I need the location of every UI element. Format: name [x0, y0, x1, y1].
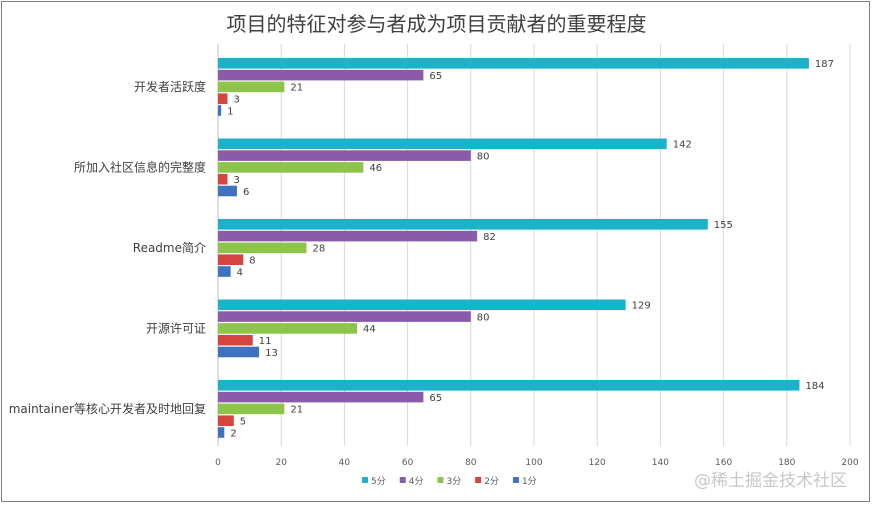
bar [218, 69, 424, 81]
bar [218, 162, 364, 173]
data-label: 44 [363, 324, 376, 335]
data-label: 187 [815, 59, 834, 70]
bar [218, 427, 225, 438]
category-label: 开源许可证 [146, 322, 206, 336]
x-tick-label: 120 [589, 458, 606, 468]
data-label: 155 [714, 220, 733, 231]
bar [218, 415, 234, 426]
bar [218, 391, 424, 403]
data-label: 8 [249, 256, 255, 267]
x-tick-label: 80 [465, 458, 477, 468]
data-label: 21 [290, 83, 303, 94]
x-tick-label: 160 [715, 458, 732, 468]
data-label: 11 [259, 336, 272, 347]
bar [218, 266, 231, 277]
data-label: 21 [290, 405, 303, 416]
data-label: 80 [477, 151, 490, 162]
category-label: Readme简介 [133, 241, 206, 255]
watermark-text: @稀土掘金技术社区 [694, 471, 847, 491]
data-label: 5 [240, 417, 246, 428]
x-tick-label: 100 [525, 458, 542, 468]
bar [218, 173, 228, 185]
data-label: 184 [805, 381, 824, 392]
bar [218, 311, 471, 322]
legend-label: 5分 [371, 476, 386, 487]
data-label: 1 [227, 106, 233, 117]
category-label: 所加入社区信息的完整度 [74, 160, 206, 175]
x-tick-label: 40 [339, 458, 351, 468]
bar [218, 242, 307, 254]
data-label: 3 [233, 95, 239, 106]
category-label: maintainer等核心开发者及时地回复 [9, 401, 206, 416]
x-tick-label: 60 [402, 458, 414, 468]
data-label: 3 [233, 175, 239, 186]
chart-title: 项目的特征对参与者成为项目贡献者的重要程度 [226, 12, 647, 36]
x-tick-label: 140 [652, 458, 669, 468]
x-tick-label: 180 [778, 458, 795, 468]
legend-swatch [512, 477, 519, 483]
data-label: 6 [243, 187, 249, 198]
data-label: 2 [230, 428, 236, 439]
bar [218, 105, 222, 116]
legend-label: 1分 [522, 476, 537, 487]
data-label: 65 [429, 71, 442, 82]
data-label: 129 [632, 301, 651, 312]
data-label: 13 [265, 348, 278, 359]
data-label: 4 [237, 267, 243, 278]
data-label: 80 [477, 312, 490, 323]
x-tick-label: 0 [215, 458, 221, 468]
bar [218, 219, 708, 230]
data-label: 82 [483, 232, 496, 243]
bar [218, 93, 228, 104]
data-label: 46 [369, 163, 382, 174]
x-tick-label: 200 [841, 458, 858, 468]
bar [218, 81, 285, 93]
bar [218, 230, 478, 242]
bar [218, 334, 253, 346]
bar [218, 299, 626, 311]
bar [218, 150, 471, 161]
data-label: 142 [673, 140, 692, 151]
legend-swatch [475, 477, 482, 483]
bar [218, 323, 358, 334]
legend-label: 3分 [446, 476, 461, 487]
bar [218, 380, 800, 391]
x-tick-label: 20 [275, 458, 287, 468]
data-label: 65 [429, 393, 442, 404]
legend-swatch [399, 477, 406, 483]
legend-swatch [362, 477, 368, 483]
bar [218, 254, 244, 265]
legend-label: 4分 [409, 476, 424, 487]
bar [218, 346, 260, 358]
bar [218, 138, 667, 150]
bar [218, 403, 285, 415]
bar [218, 58, 809, 69]
bar [218, 185, 237, 197]
category-label: 开发者活跃度 [134, 79, 206, 94]
legend-label: 2分 [484, 476, 499, 487]
data-label: 28 [312, 244, 325, 255]
legend-swatch [437, 477, 444, 483]
